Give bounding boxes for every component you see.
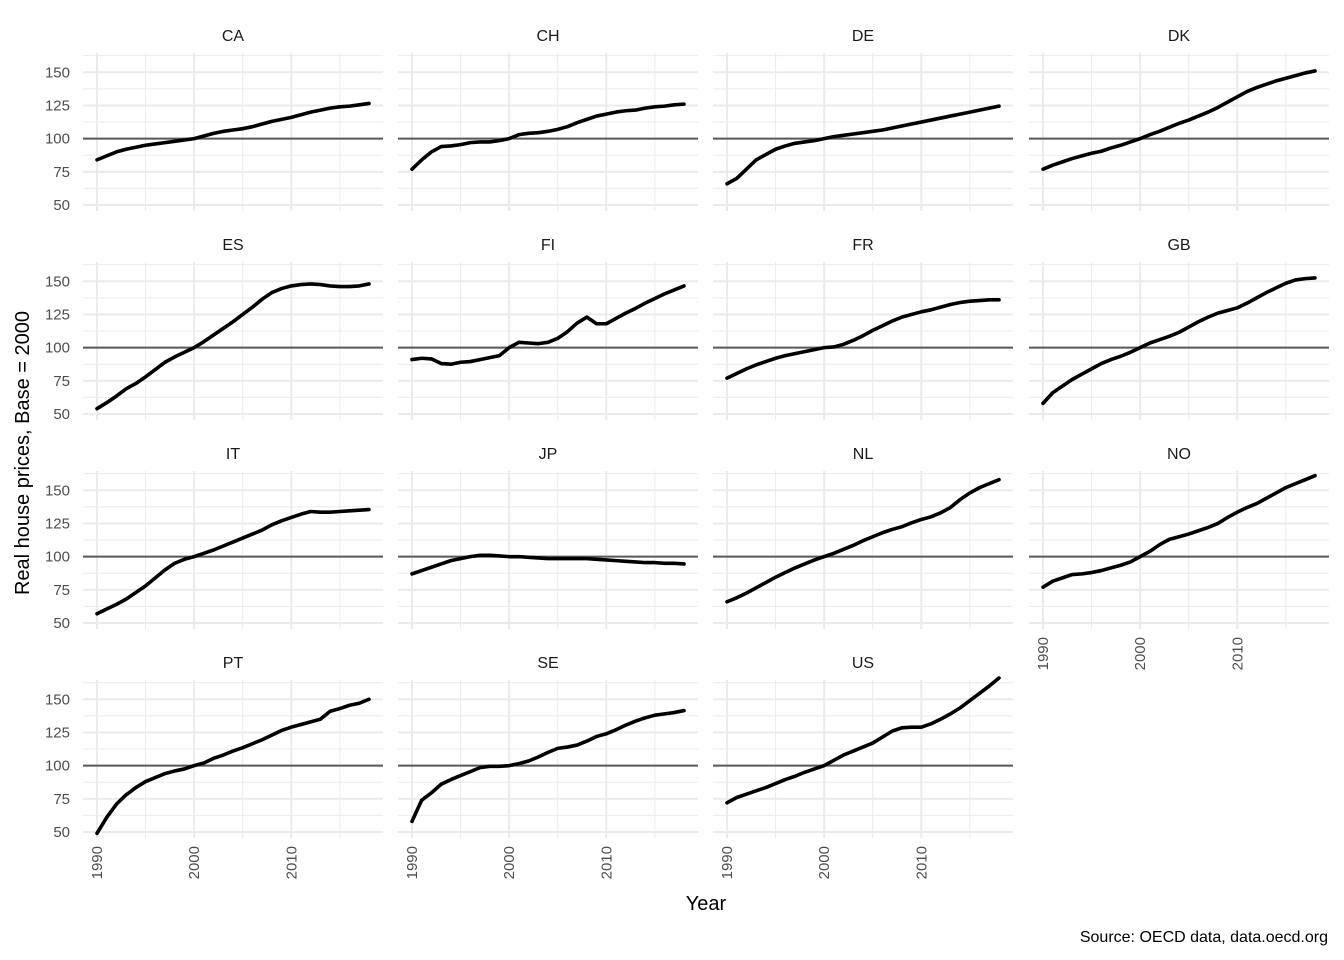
source-caption: Source: OECD data, data.oecd.org (1080, 929, 1328, 946)
facet-panel: GB (1029, 237, 1329, 420)
facet-panel: DK (1029, 28, 1329, 211)
facet-panel: CH (398, 28, 698, 211)
facet-strip-label: NO (1167, 446, 1191, 463)
x-tick-label: 1990 (1035, 637, 1052, 670)
series-line (410, 102, 686, 171)
facet-panel: FI (398, 237, 698, 420)
y-tick-label: 75 (53, 373, 70, 390)
series-line (95, 101, 371, 162)
series-line (1041, 473, 1317, 589)
y-tick-label: 150 (45, 273, 70, 290)
y-tick-label: 100 (45, 131, 70, 148)
x-tick-label: 2000 (1132, 637, 1149, 670)
x-tick-label: 1990 (89, 846, 106, 879)
y-tick-label: 100 (45, 758, 70, 775)
x-tick-label: 2010 (913, 846, 930, 879)
y-tick-label: 50 (53, 197, 70, 214)
facet-panel: PT 50 75 100 125 150 1990 2000 2010 (45, 655, 383, 879)
facet-strip-label: CH (536, 28, 559, 45)
y-tick-label: 125 (45, 724, 70, 741)
series-line (95, 697, 371, 836)
facet-strip-label: IT (226, 446, 240, 463)
y-tick-label: 50 (53, 406, 70, 423)
facet-strip-label: NL (853, 446, 874, 463)
x-tick-label: 2000 (186, 846, 203, 879)
facet-panel: NO 1990 2000 2010 (1029, 446, 1329, 670)
series-line (410, 708, 686, 824)
series-line (95, 507, 371, 616)
y-tick-label: 100 (45, 549, 70, 566)
y-tick-label: 75 (53, 791, 70, 808)
facet-strip-label: GB (1167, 237, 1190, 254)
series-line (410, 553, 686, 576)
facet-panel: IT 50 75 100 125 150 (45, 446, 383, 632)
y-tick-label: 125 (45, 97, 70, 114)
series-line (725, 298, 1001, 380)
x-tick-label: 2010 (1229, 637, 1246, 670)
facet-panel: FR (713, 237, 1013, 420)
x-tick-label: 2000 (816, 846, 833, 879)
y-tick-label: 50 (53, 824, 70, 841)
facet-panel: US 1990 2000 2010 (713, 655, 1013, 879)
x-tick-label: 2010 (598, 846, 615, 879)
y-tick-label: 75 (53, 582, 70, 599)
y-tick-label: 150 (45, 64, 70, 81)
series-line (410, 284, 686, 367)
facet-strip-label: ES (222, 237, 243, 254)
x-tick-label: 2010 (283, 846, 300, 879)
facet-panel: JP (398, 446, 698, 629)
y-axis-title: Real house prices, Base = 2000 (12, 311, 34, 595)
facet-strip-label: DK (1168, 28, 1191, 45)
y-tick-label: 100 (45, 340, 70, 357)
facet-panel: ES 50 75 100 125 150 (45, 237, 383, 423)
x-tick-label: 2000 (501, 846, 518, 879)
series-line (1041, 276, 1317, 406)
y-tick-label: 150 (45, 691, 70, 708)
facet-panels: CA 50 75 100 125 150 CH DE DK ES 50 75 100 125 150 FI FR… (45, 28, 1329, 879)
y-tick-label: 75 (53, 164, 70, 181)
facet-strip-label: FI (541, 237, 555, 254)
facet-panel: DE (713, 28, 1013, 211)
y-tick-label: 125 (45, 306, 70, 323)
series-line (1041, 69, 1317, 171)
facet-strip-label: CA (222, 28, 245, 45)
facet-strip-label: PT (223, 655, 244, 672)
x-tick-label: 1990 (719, 846, 736, 879)
x-tick-label: 1990 (404, 846, 421, 879)
x-axis-title: Year (686, 893, 727, 915)
y-tick-label: 50 (53, 615, 70, 632)
series-line (725, 676, 1001, 805)
facet-panel: SE 1990 2000 2010 (398, 655, 698, 879)
facet-panel: NL (713, 446, 1013, 629)
series-line (725, 104, 1001, 186)
facet-strip-label: DE (852, 28, 874, 45)
facet-strip-label: US (852, 655, 874, 672)
series-line (95, 282, 371, 411)
y-tick-label: 150 (45, 482, 70, 499)
facet-strip-label: SE (537, 655, 558, 672)
facet-strip-label: FR (852, 237, 873, 254)
facet-strip-label: JP (539, 446, 558, 463)
y-tick-label: 125 (45, 515, 70, 532)
series-line (725, 477, 1001, 604)
facet-panel: CA 50 75 100 125 150 (45, 28, 383, 214)
